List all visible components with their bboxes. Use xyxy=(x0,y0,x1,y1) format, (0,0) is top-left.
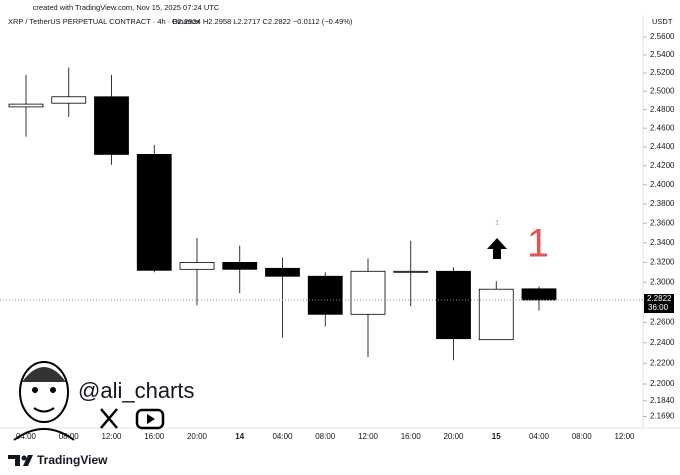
candle-body xyxy=(393,270,429,273)
ohlc-text: O2.2934 H2.2958 L2.2717 C2.2822 −0.0112 … xyxy=(172,17,353,26)
y-tick-label: 2.3000 xyxy=(650,277,675,286)
y-tick-label: 2.4200 xyxy=(650,161,675,170)
x-tick-label: 16:00 xyxy=(401,432,422,441)
y-tick-label: 2.4400 xyxy=(650,142,675,151)
y-tick-label: 2.5400 xyxy=(650,50,675,59)
y-tick-label: 2.3600 xyxy=(650,218,675,227)
y-tick-label: 2.4800 xyxy=(650,105,675,114)
x-tick-label: 04:00 xyxy=(272,432,293,441)
x-tick-label: 08:00 xyxy=(572,432,593,441)
y-tick-label: 2.2600 xyxy=(650,318,675,327)
small-annotation: 1 xyxy=(495,221,499,227)
y-tick-label: 2.1690 xyxy=(650,412,675,421)
arrow xyxy=(487,238,507,259)
candle-body xyxy=(222,261,258,270)
x-tick-label: 20:00 xyxy=(187,432,208,441)
candle-body xyxy=(521,288,557,301)
y-tick-label: 2.5200 xyxy=(650,68,675,77)
avatar xyxy=(13,361,75,441)
y-tick-label: 2.3200 xyxy=(650,258,675,267)
candle-body xyxy=(51,96,87,104)
candle-body xyxy=(436,270,471,340)
chart-header: XRP / TetherUS PERPETUAL CONTRACT · 4h ·… xyxy=(8,17,199,26)
x-tick-label: 12:00 xyxy=(358,432,379,441)
logo-text: TradingView xyxy=(37,453,108,467)
y-tick-label: 2.2200 xyxy=(650,358,675,367)
x-logo xyxy=(100,408,118,429)
candle-body xyxy=(179,261,215,270)
y-tick-label: 2.3400 xyxy=(650,238,675,247)
y-tick-label: 2.5000 xyxy=(650,86,675,95)
candle-body xyxy=(94,96,129,155)
tradingview-logo xyxy=(8,455,33,466)
x-tick-label: 12:00 xyxy=(614,432,635,441)
price-tag xyxy=(644,294,674,314)
y-tick-label: 2.5600 xyxy=(650,32,675,41)
x-tick-label: 15 xyxy=(492,432,501,441)
x-tick-label: 04:00 xyxy=(529,432,550,441)
candle-body xyxy=(307,275,343,315)
youtube-logo xyxy=(135,408,165,430)
candle-body xyxy=(136,154,172,271)
price-tag-label: 2.2822 xyxy=(647,294,672,303)
currency-label: USDT xyxy=(652,17,673,26)
x-tick-label: 20:00 xyxy=(443,432,464,441)
y-tick-label: 2.4000 xyxy=(650,180,675,189)
y-tick-label: 2.2000 xyxy=(650,379,675,388)
candle-body xyxy=(8,103,44,108)
y-tick-label: 2.3800 xyxy=(650,199,675,208)
x-tick-label: 08:00 xyxy=(315,432,336,441)
signal-annotation: 1 xyxy=(527,222,549,266)
candle-body xyxy=(350,270,386,315)
candle-body xyxy=(265,267,300,277)
y-tick-label: 2.4600 xyxy=(650,123,675,132)
x-tick-label: 16:00 xyxy=(144,432,165,441)
x-tick-label: 08:00 xyxy=(59,432,80,441)
x-tick-label: 14 xyxy=(235,432,244,441)
countdown: 36:00 xyxy=(648,303,669,312)
candle-body xyxy=(478,288,514,341)
x-tick-label: 04:00 xyxy=(16,432,37,441)
y-tick-label: 2.2400 xyxy=(650,338,675,347)
handle: @ali_charts xyxy=(78,378,195,403)
x-tick-label: 12:00 xyxy=(101,432,122,441)
y-tick-label: 2.1840 xyxy=(650,396,675,405)
created-note: created with TradingView.com, Nov 15, 20… xyxy=(33,3,220,12)
